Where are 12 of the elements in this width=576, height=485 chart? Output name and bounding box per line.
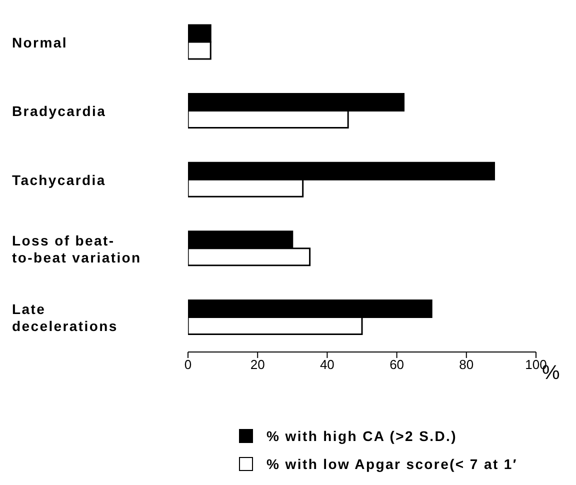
y-tick-label: Tachycardia [12,172,106,188]
y-tick-label: Late decelerations [12,301,118,334]
x-tick-label: 60 [390,357,404,372]
y-tick-label: Loss of beat- to-beat variation [12,232,142,266]
legend-label: % with high CA (>2 S.D.) [266,428,457,444]
legend-label: % with low Apgar score(< 7 at 1′ [266,456,518,472]
x-tick-label: 80 [459,357,474,372]
x-tick-label: 40 [320,357,334,372]
y-tick-label: Bradycardia [12,103,106,120]
x-tick-label: 0 [184,357,192,372]
x-tick-label: 20 [250,357,265,372]
y-tick-label: Normal [12,34,68,50]
